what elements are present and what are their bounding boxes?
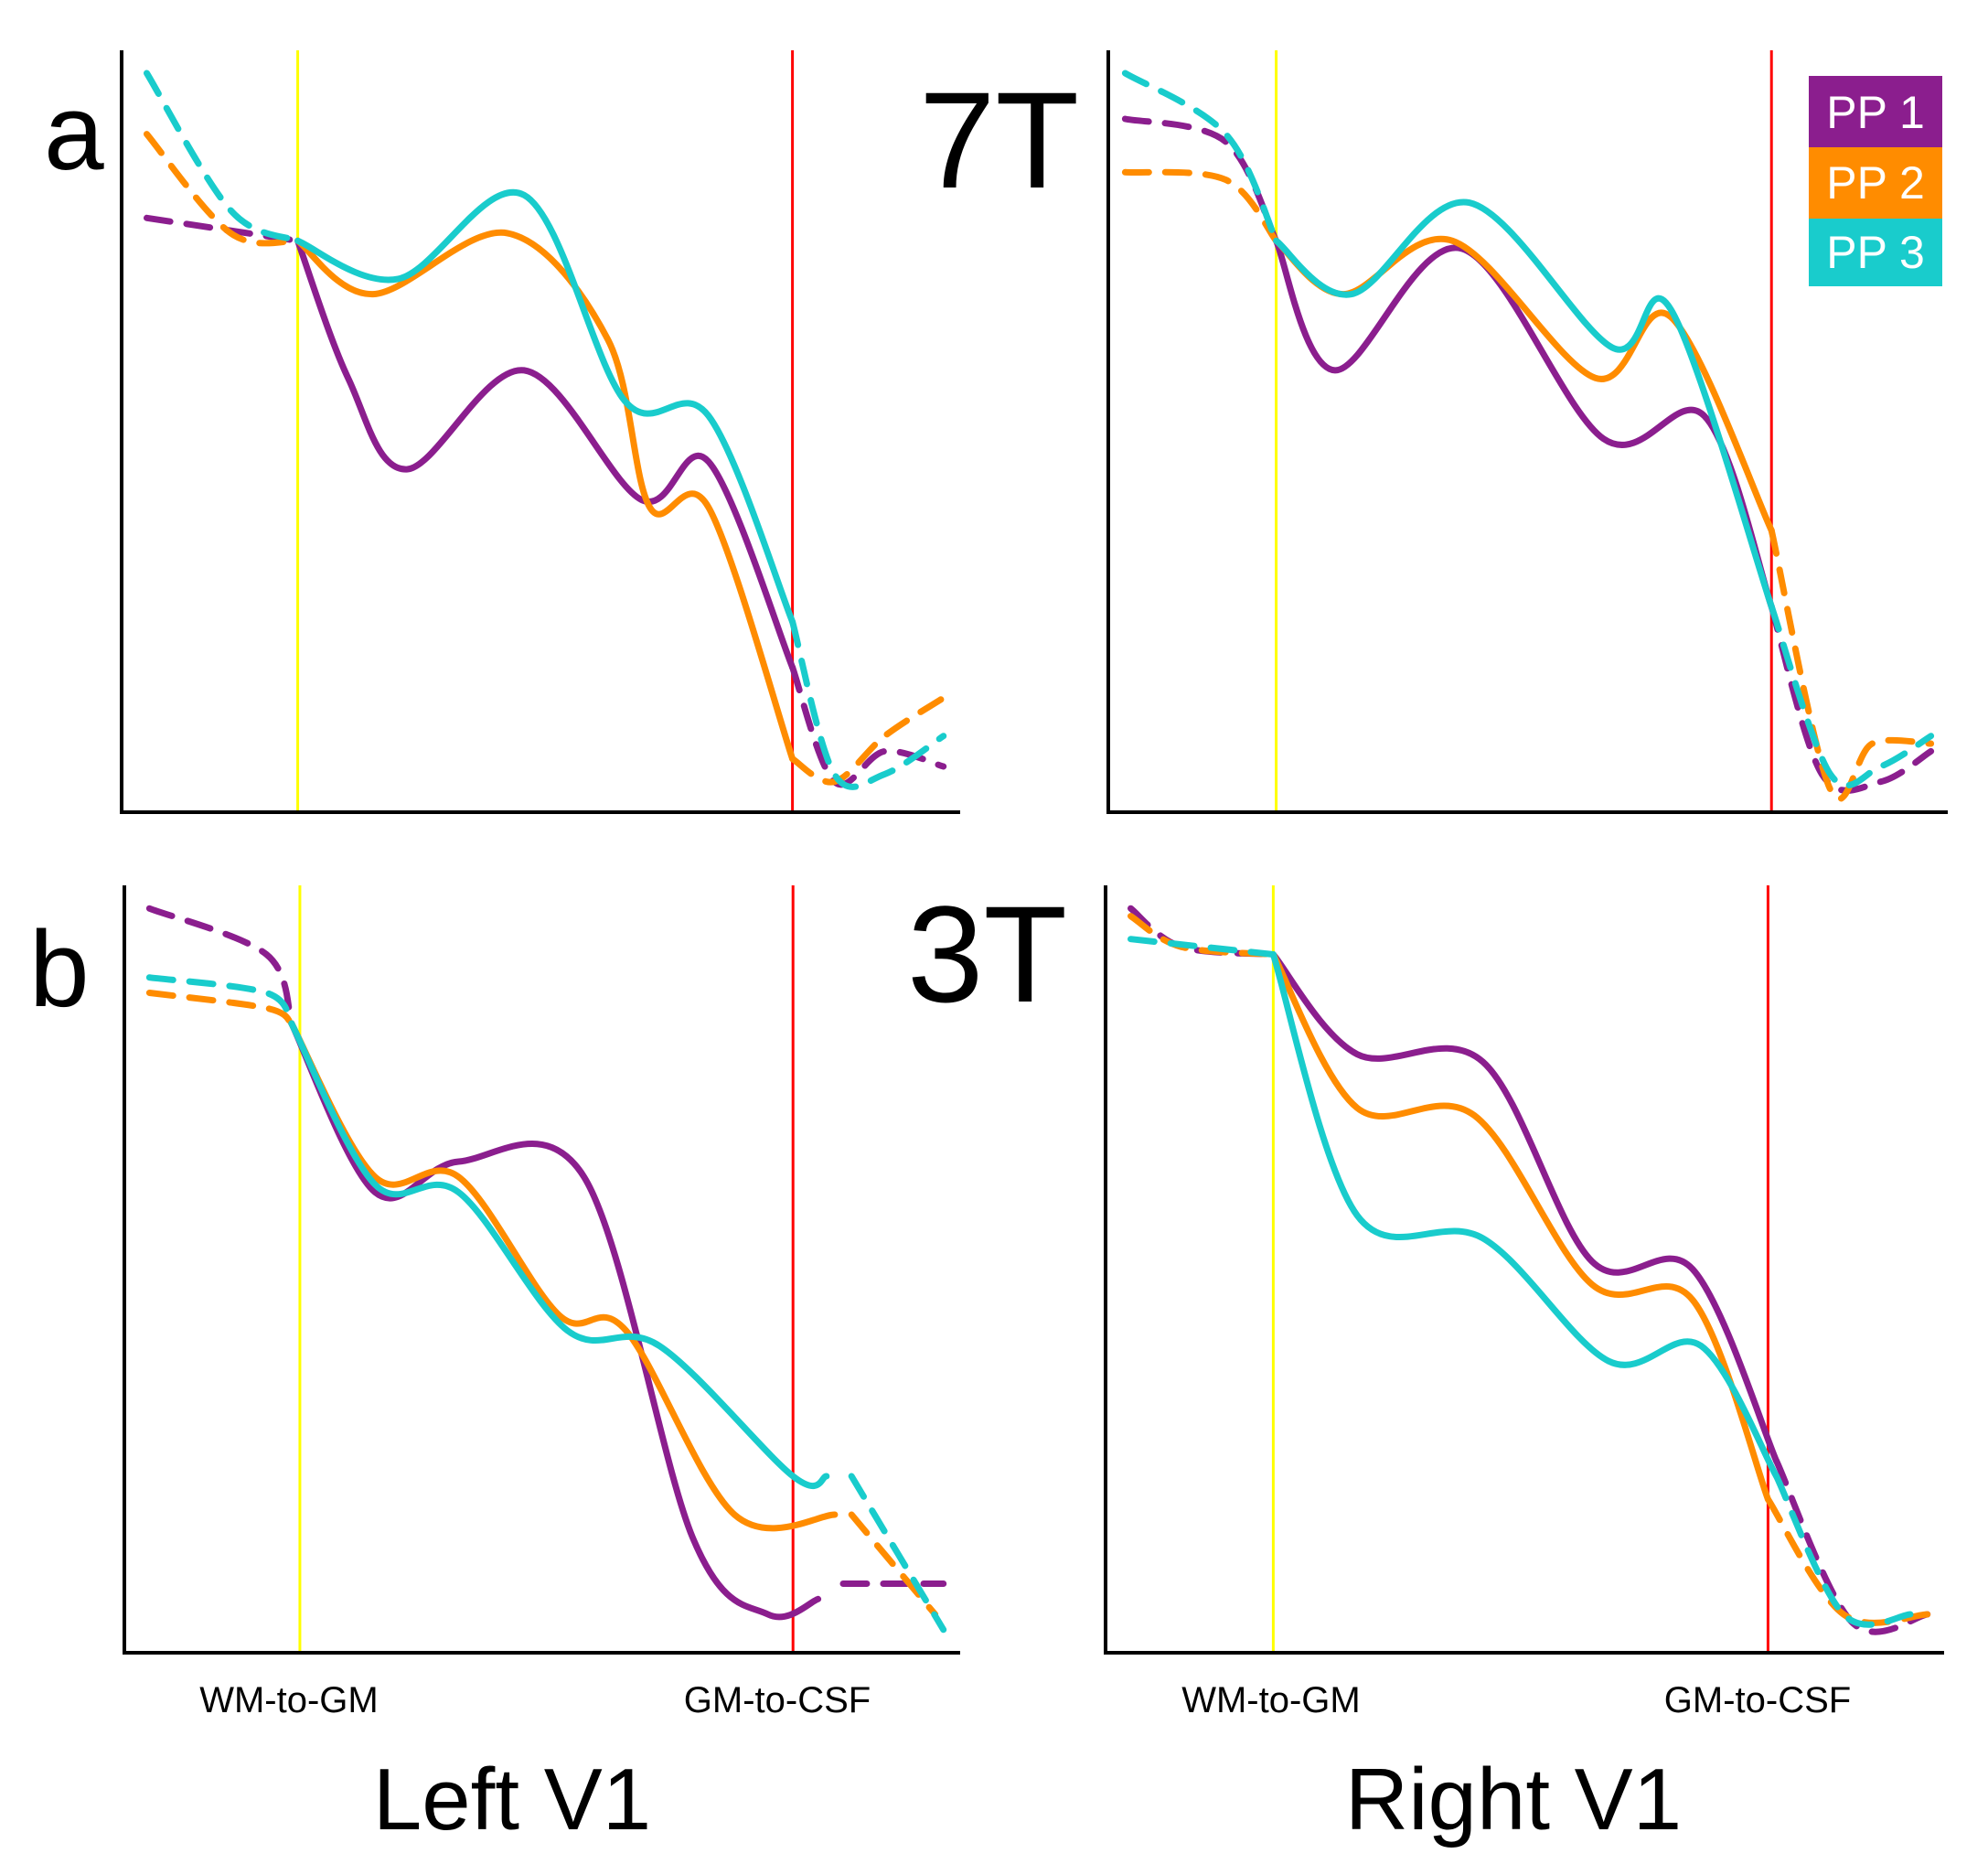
- series-pp2-dashed-start: [1128, 913, 1277, 958]
- row-label-a: a: [44, 72, 104, 193]
- series-pp2-dashed-end: [848, 1511, 939, 1618]
- x-tick-gm-csf-left: GM-to-CSF: [684, 1680, 871, 1720]
- series-pp3-dashed-end: [848, 1473, 947, 1634]
- x-tick-wm-gm-right: WM-to-GM: [1181, 1680, 1361, 1720]
- panel-b-right: [1104, 885, 1944, 1655]
- column-title-left-v1: Left V1: [373, 1751, 651, 1848]
- series-pp2-solid: [288, 1020, 839, 1532]
- series-pp3-solid: [288, 1020, 830, 1490]
- series-pp2-dashed-end: [789, 694, 947, 786]
- series-pp1-dashed-end: [1768, 603, 1935, 794]
- series-pp3-dashed-start: [1128, 936, 1277, 958]
- series-pp2-dashed-start: [1121, 168, 1280, 244]
- series-pp1-solid: [288, 1020, 822, 1621]
- series-pp1-solid: [1269, 951, 1780, 1464]
- series-pp1-dashed-start: [1121, 115, 1280, 244]
- legend-label-pp2: PP 2: [1826, 157, 1925, 209]
- series-pp2-solid: [1269, 951, 1771, 1503]
- x-tick-gm-csf-right: GM-to-CSF: [1664, 1680, 1851, 1720]
- legend-swatch-pp2: [1809, 147, 1942, 219]
- series-pp3-solid: [294, 188, 796, 626]
- series-pp1-dashed-start: [145, 905, 295, 1027]
- series-pp2-solid: [294, 229, 796, 763]
- column-title-right-v1: Right V1: [1345, 1751, 1682, 1848]
- series-pp3-dashed-end: [1768, 603, 1935, 789]
- series-pp3-dashed-start: [144, 70, 302, 244]
- series-pp1-solid: [294, 237, 796, 671]
- series-pp1-dashed-end: [1773, 1457, 1931, 1635]
- x-tick-wm-gm-left: WM-to-GM: [199, 1680, 379, 1720]
- legend: PP 1 PP 2 PP 3: [1809, 76, 1942, 286]
- series-pp2-dashed-start: [145, 990, 295, 1027]
- series-pp2-dashed-end: [1768, 527, 1935, 802]
- legend-label-pp3: PP 3: [1826, 227, 1925, 278]
- legend-swatch-pp3: [1809, 219, 1942, 286]
- series-pp2-dashed-start: [144, 131, 302, 247]
- series-pp2-solid: [1273, 235, 1775, 534]
- series-pp3-dashed-start: [145, 974, 295, 1027]
- plot-layer: [120, 50, 1948, 1655]
- field-strength-7t: 7T: [919, 63, 1079, 217]
- panel-a-right: [1106, 50, 1948, 814]
- panel-a-left: [120, 50, 960, 814]
- legend-label-pp1: PP 1: [1826, 87, 1925, 138]
- legend-swatch-pp1: [1809, 76, 1942, 147]
- series-pp3-dashed-start: [1121, 70, 1280, 244]
- series-pp3-dashed-end: [789, 618, 947, 790]
- field-strength-3t: 3T: [907, 877, 1067, 1031]
- panel-b-left: [123, 885, 960, 1655]
- series-pp3-solid: [1269, 951, 1780, 1480]
- series-pp3-solid: [1273, 198, 1775, 610]
- row-label-b: b: [29, 909, 90, 1030]
- series-pp3-dashed-end: [1773, 1473, 1914, 1628]
